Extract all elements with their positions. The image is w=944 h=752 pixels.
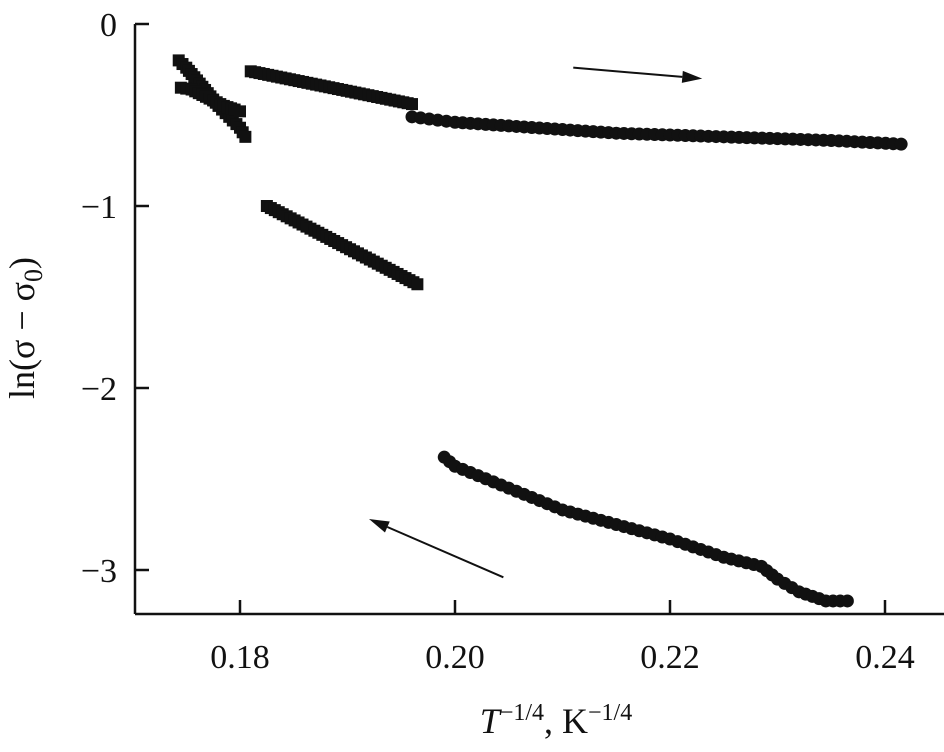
y-tick-label: 0 <box>100 7 117 44</box>
y-tick-label: −1 <box>81 189 117 226</box>
arrow-line <box>573 66 683 78</box>
y-tick-label: −3 <box>81 553 117 590</box>
tick-labels: 0.18 0.20 0.22 0.24 0 −1 −2 −3 <box>81 7 915 676</box>
arrowhead <box>369 519 390 533</box>
ticks <box>135 22 887 614</box>
y-axis-title: ln(σ − σ0) <box>2 257 48 399</box>
data-points <box>172 54 908 608</box>
x-tick-label: 0.22 <box>640 639 700 676</box>
x-axis-title: T−1/4, K−1/4 <box>480 700 632 741</box>
data-point-circle <box>840 594 854 608</box>
annotations <box>369 66 703 579</box>
data-point-circle <box>894 137 908 151</box>
data-point-square <box>406 98 418 111</box>
data-point-square <box>234 105 246 118</box>
arrowhead <box>681 70 703 83</box>
x-tick-label: 0.24 <box>855 639 915 676</box>
y-tick-label: −2 <box>81 371 117 408</box>
x-tick-label: 0.20 <box>425 639 485 676</box>
axes <box>133 24 944 616</box>
data-point-square <box>411 278 424 291</box>
arrow-line <box>386 526 504 579</box>
x-tick-label: 0.18 <box>210 639 270 676</box>
data-point-square <box>239 130 252 143</box>
